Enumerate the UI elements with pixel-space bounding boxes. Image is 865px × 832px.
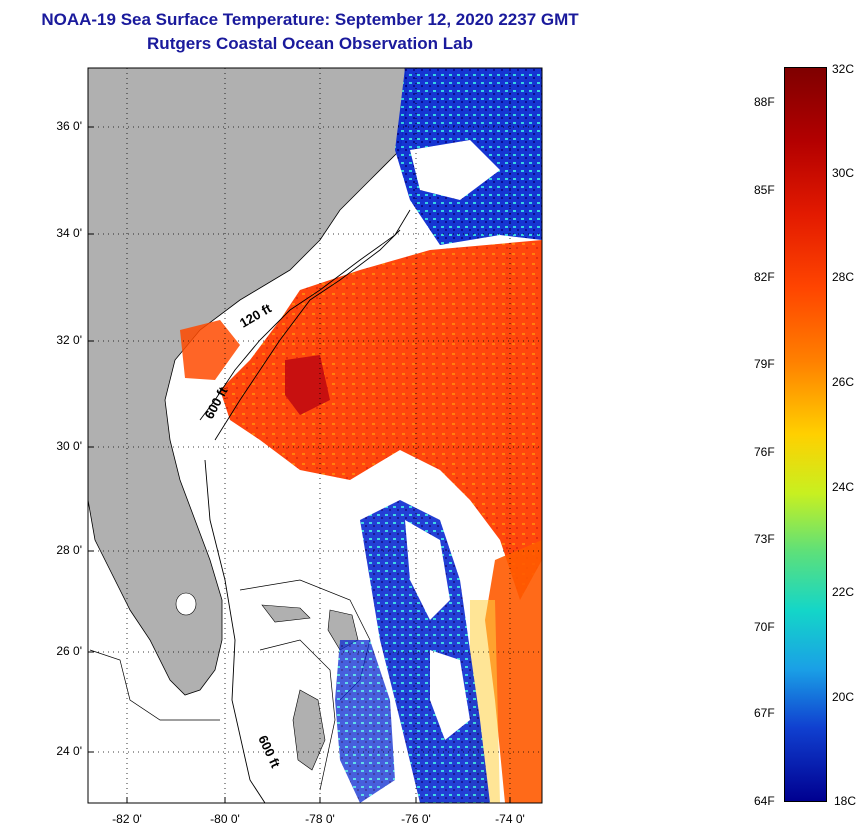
land-bahamas-andros	[292, 689, 326, 771]
colorbar-f-64: 64F	[754, 794, 775, 808]
lat-tick-26: 26 0'	[56, 644, 82, 658]
land-bahamas-gbi	[261, 604, 311, 623]
colorbar-c-18: 18C	[834, 794, 857, 808]
sst-warm-region	[220, 240, 542, 600]
land-us	[88, 68, 409, 696]
isobath-600ft	[214, 229, 401, 441]
lon-tick-80: -80 0'	[210, 812, 240, 826]
colorbar-c-28: 28C	[832, 270, 855, 284]
colorbar-f-70: 70F	[754, 620, 775, 634]
colorbar-f-85: 85F	[754, 183, 775, 197]
map-plot-area	[88, 68, 542, 803]
lon-tick-82: -82 0'	[112, 812, 142, 826]
colorbar-c-30: 30C	[832, 166, 855, 180]
colorbar-c-32: 32C	[832, 62, 855, 76]
lat-tick-32: 32 0'	[56, 333, 82, 347]
temperature-colorbar	[784, 67, 827, 802]
map-title: NOAA-19 Sea Surface Temperature: Septemb…	[41, 10, 579, 29]
lon-tick-74: -74 0'	[495, 812, 525, 826]
lon-tick-76: -76 0'	[401, 812, 431, 826]
colorbar-c-26: 26C	[832, 375, 855, 389]
colorbar-c-24: 24C	[832, 480, 855, 494]
map-grid	[88, 68, 542, 803]
lat-tick-30: 30 0'	[56, 439, 82, 453]
lat-tick-34: 34 0'	[56, 226, 82, 240]
isobath-120ft	[199, 209, 411, 421]
colorbar-c-22: 22C	[832, 585, 855, 599]
lat-tick-36: 36 0'	[56, 119, 82, 133]
lat-tick-24: 24 0'	[56, 744, 82, 758]
plot-frame	[87, 67, 543, 804]
colorbar-f-82: 82F	[754, 270, 775, 284]
lat-tick-28: 28 0'	[56, 543, 82, 557]
colorbar-f-73: 73F	[754, 532, 775, 546]
colorbar-f-76: 76F	[754, 445, 775, 459]
lon-tick-78: -78 0'	[305, 812, 335, 826]
colorbar-f-88: 88F	[754, 95, 775, 109]
colorbar-f-67: 67F	[754, 706, 775, 720]
lake-okeechobee	[175, 592, 197, 616]
colorbar-c-20: 20C	[832, 690, 855, 704]
map-subtitle: Rutgers Coastal Ocean Observation Lab	[147, 34, 473, 53]
colorbar-f-79: 79F	[754, 357, 775, 371]
